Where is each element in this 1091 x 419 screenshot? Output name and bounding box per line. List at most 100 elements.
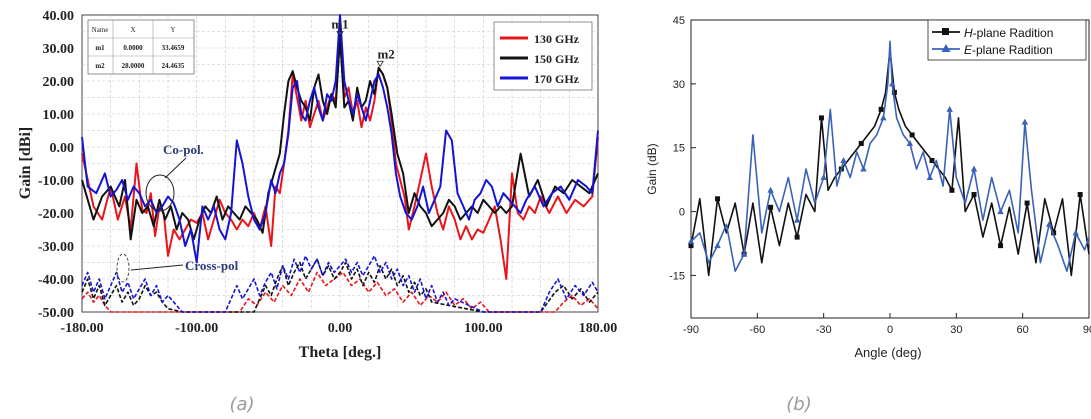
data-point xyxy=(714,242,721,249)
marker-table-m2-name: m2 xyxy=(95,62,105,70)
y-tick-label: 0.00 xyxy=(50,141,75,156)
y-tick-label: 0 xyxy=(679,207,685,219)
marker-table: Name X Y m1 0.0000 33.4659 m2 28.0000 24… xyxy=(87,19,195,75)
data-point xyxy=(1024,200,1030,206)
cross-pol-annotation: Cross-pol xyxy=(116,253,239,283)
y-tick-label: 40.00 xyxy=(43,9,75,24)
y-tick-label: 45 xyxy=(673,15,685,27)
marker-label-m2: m2 xyxy=(377,46,394,61)
y-tick-label: -40.00 xyxy=(38,273,74,288)
data-point xyxy=(768,204,774,210)
panel-b-legend: H-plane Radition E-plane Radition xyxy=(927,19,1087,61)
data-point xyxy=(889,80,896,87)
data-point xyxy=(715,196,721,202)
x-tick-label: 0.00 xyxy=(328,321,353,336)
marker-table-header-x: X xyxy=(130,26,135,34)
marker-triangle-m2 xyxy=(376,60,384,68)
series-170-ghz xyxy=(81,14,599,264)
marker-table-m1-name: m1 xyxy=(95,44,105,52)
y-tick-label: 15 xyxy=(673,143,685,155)
co-pol-annotation: Co-pol. xyxy=(145,142,204,212)
panel-a-y-axis-label: Gain [dBi] xyxy=(17,127,34,199)
marker-table-m2-y: 24.4635 xyxy=(162,62,185,70)
data-point xyxy=(820,174,827,181)
data-point xyxy=(793,216,801,223)
y-tick-label: 30.00 xyxy=(43,42,75,57)
y-tick-label: -15 xyxy=(669,270,685,282)
data-point xyxy=(906,139,914,146)
data-point xyxy=(818,115,824,121)
data-point xyxy=(1021,118,1029,125)
x-tick-label: 180.00 xyxy=(579,321,618,336)
legend-label-170ghz: 170 GHz xyxy=(534,72,580,86)
panel-b-caption: (b) xyxy=(786,394,811,415)
panel-b-y-axis-label: Gain (dB) xyxy=(645,143,659,194)
data-point xyxy=(998,243,1004,249)
marker-label-m1: m1 xyxy=(331,17,348,32)
x-tick-label: 30 xyxy=(950,324,962,336)
data-point xyxy=(1072,229,1079,236)
x-tick-label: -90 xyxy=(683,324,699,336)
panel-a-legend: 130 GHz 150 GHz 170 GHz xyxy=(493,21,593,91)
panel-a: 40.00 30.00 20.00 10.00 0.00 -10.00 -20.00 -30.… xyxy=(17,9,617,415)
data-point xyxy=(1051,230,1057,236)
panel-b-x-axis-label: Angle (deg) xyxy=(854,345,921,360)
data-point xyxy=(687,237,695,244)
x-tick-label: -180.00 xyxy=(60,321,103,336)
legend-label-130ghz: 130 GHz xyxy=(534,32,580,46)
x-tick-label: 100.00 xyxy=(464,321,503,336)
y-tick-label: 10.00 xyxy=(43,108,75,123)
series-130-ghz-cross-pol xyxy=(81,271,599,313)
data-point xyxy=(860,165,867,172)
marker-table-m2-x: 28.0000 xyxy=(122,62,145,70)
data-point xyxy=(794,234,800,240)
panel-b-y-ticks: 45 30 15 0 -15 xyxy=(669,15,696,282)
data-point xyxy=(970,165,978,172)
panel-b-x-ticks: -90 -60 -30 0 30 60 90 xyxy=(683,313,1091,336)
data-point xyxy=(997,208,1004,215)
cross-pol-label: Cross-pol xyxy=(185,258,239,273)
data-point xyxy=(688,243,694,249)
legend-marker-triangle xyxy=(941,44,951,52)
panel-a-grid xyxy=(82,15,598,312)
x-tick-label: -30 xyxy=(816,324,832,336)
data-point xyxy=(740,250,748,257)
marker-table-m1-x: 0.0000 xyxy=(123,44,143,52)
panel-a-x-ticks: -180.00 -100.00 0.00 100.00 180.00 xyxy=(60,321,617,336)
series-line xyxy=(690,40,1090,273)
co-pol-label: Co-pol. xyxy=(163,142,204,157)
legend-h-suffix: -plane Radition xyxy=(973,26,1054,40)
x-tick-label: -100.00 xyxy=(175,321,218,336)
panel-a-caption: (a) xyxy=(229,394,254,415)
y-tick-label: 20.00 xyxy=(43,75,75,90)
marker-table-m1-y: 33.4659 xyxy=(162,44,185,52)
y-tick-label: 30 xyxy=(673,79,685,91)
y-tick-label: -50.00 xyxy=(38,306,74,321)
data-point xyxy=(878,106,884,112)
panel-b: 45 30 15 0 -15 -90 -60 -30 0 30 60 90 Gain (dB) An… xyxy=(645,15,1091,415)
panel-b-series xyxy=(687,40,1090,277)
x-tick-label: 0 xyxy=(887,324,893,336)
data-point xyxy=(1046,220,1053,227)
data-point xyxy=(880,114,887,121)
legend-label-150ghz: 150 GHz xyxy=(534,52,580,66)
legend-h-prefix: H xyxy=(964,26,973,40)
data-point xyxy=(949,187,955,193)
data-point xyxy=(929,157,935,163)
series-150-ghz xyxy=(81,33,599,241)
data-point xyxy=(909,132,915,138)
y-tick-label: -20.00 xyxy=(38,207,74,222)
x-tick-label: 60 xyxy=(1017,324,1029,336)
data-point xyxy=(926,174,933,181)
data-point xyxy=(1077,192,1083,198)
data-point xyxy=(971,192,977,198)
series-e-plane-radition xyxy=(687,40,1090,273)
panel-a-series xyxy=(81,14,599,313)
panel-a-y-ticks: 40.00 30.00 20.00 10.00 0.00 -10.00 -20.00 -30.… xyxy=(38,9,74,321)
y-tick-label: -10.00 xyxy=(38,174,74,189)
panel-a-markers: m1 m2 xyxy=(331,17,395,68)
data-point xyxy=(840,156,847,163)
legend-label-e-plane: E-plane Radition xyxy=(964,43,1053,57)
marker-triangle-m1 xyxy=(336,31,344,38)
